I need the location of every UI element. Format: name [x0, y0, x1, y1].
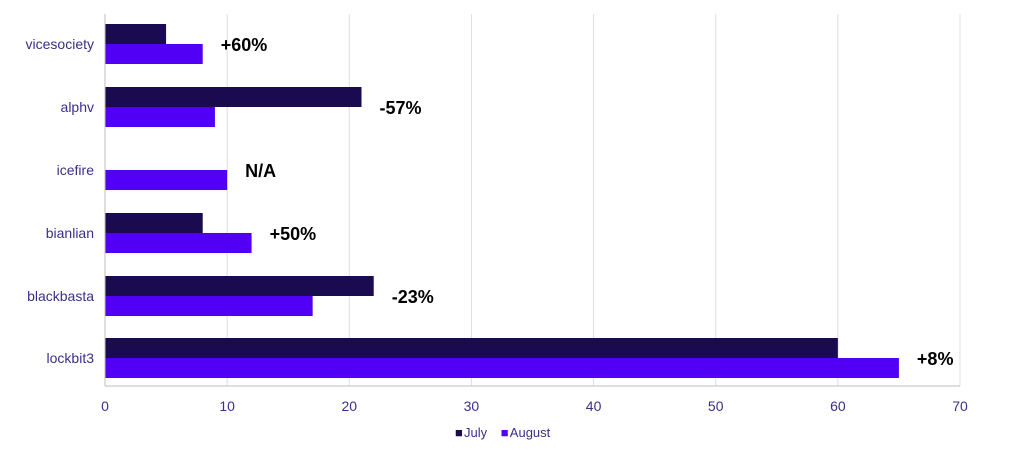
change-annotation: +8%	[917, 349, 954, 369]
bar-august-alphv	[105, 107, 215, 127]
gridlines	[226, 14, 961, 386]
bar-august-vicesociety	[105, 44, 203, 64]
category-label: alphv	[61, 99, 94, 115]
x-tick-label: 0	[101, 398, 109, 414]
category-label: bianlian	[46, 225, 94, 241]
bars	[105, 24, 899, 378]
bar-august-blackbasta	[105, 296, 313, 316]
bar-july-alphv	[105, 87, 362, 107]
category-label: lockbit3	[47, 350, 95, 366]
x-tick-label: 10	[219, 398, 235, 414]
legend-label: August	[510, 425, 551, 440]
category-label: blackbasta	[27, 288, 94, 304]
x-tick-label: 60	[830, 398, 846, 414]
change-annotation: +60%	[221, 35, 268, 55]
legend-label: July	[464, 425, 488, 440]
bar-july-lockbit3	[105, 338, 838, 358]
bar-july-vicesociety	[105, 24, 167, 44]
bar-august-lockbit3	[105, 358, 899, 378]
legend-marker: ■	[455, 425, 463, 440]
bar-august-bianlian	[105, 233, 252, 253]
x-tick-label: 30	[464, 398, 480, 414]
x-tick-label: 70	[952, 398, 968, 414]
x-tick-label: 40	[586, 398, 602, 414]
labels: 0 10 20 30 40 50 60 70 vicesociety +60% alphv -57% i…	[26, 35, 968, 414]
bar-august-icefire	[105, 170, 228, 190]
change-annotation: +50%	[270, 224, 317, 244]
change-annotation: -57%	[380, 98, 422, 118]
change-annotation: N/A	[245, 161, 276, 181]
bar-july-bianlian	[105, 213, 203, 233]
legend: ■ July ■ August	[455, 425, 551, 440]
category-label: icefire	[57, 162, 95, 178]
x-tick-label: 20	[341, 398, 357, 414]
category-label: vicesociety	[26, 36, 94, 52]
axes	[104, 14, 960, 387]
change-annotation: -23%	[392, 287, 434, 307]
bar-july-blackbasta	[105, 276, 374, 296]
x-tick-label: 50	[708, 398, 724, 414]
legend-marker: ■	[501, 425, 509, 440]
